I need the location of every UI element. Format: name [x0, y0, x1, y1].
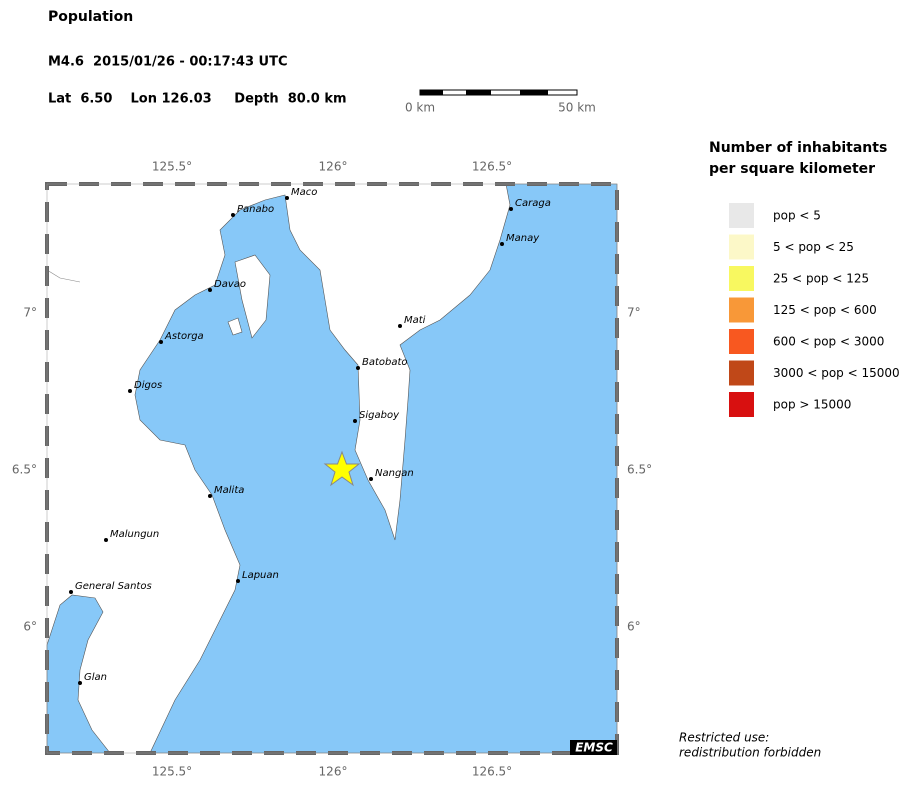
city-dot — [500, 242, 504, 246]
city-dot — [236, 579, 240, 583]
legend-swatch — [729, 329, 754, 354]
scale-end: 50 km — [558, 101, 596, 115]
legend-swatch — [729, 392, 754, 417]
legend: pop < 5 5 < pop < 25 25 < pop < 125 125 < p… — [729, 203, 900, 417]
legend-label: pop < 5 — [773, 209, 821, 223]
city-dot — [356, 366, 360, 370]
city-dot — [104, 538, 108, 542]
legend-swatch — [729, 234, 754, 260]
city-label: General Santos — [75, 581, 152, 592]
notice: redistribution forbidden — [679, 746, 821, 760]
scale-start: 0 km — [405, 101, 435, 115]
legend-title: per square kilometer — [709, 161, 875, 177]
legend-swatch — [729, 360, 754, 386]
city-dot — [69, 590, 73, 594]
island — [227, 317, 243, 336]
legend-label: 600 < pop < 3000 — [773, 335, 884, 349]
city-dot — [509, 207, 513, 211]
lon-label: 125.5° — [152, 765, 192, 779]
scale-bar: 0 km 50 km — [405, 89, 596, 115]
title: Population — [48, 9, 133, 25]
lon-label: 126.5° — [472, 765, 512, 779]
lon-label: 126° — [319, 160, 348, 174]
city-label: Digos — [134, 380, 162, 391]
city-label: Davao — [214, 279, 246, 290]
legend-label: 125 < pop < 600 — [773, 303, 877, 317]
lat-label: 7° — [627, 306, 641, 320]
city-dot — [128, 389, 132, 393]
lon-label: 126° — [319, 765, 348, 779]
scale-seg — [420, 90, 443, 95]
event: M4.6 2015/01/26 - 00:17:43 UTC — [48, 55, 287, 70]
lat-label: 7° — [23, 306, 37, 320]
legend-swatch — [729, 203, 754, 228]
axes: 125.5° 125.5° 126° 126° 126.5° 126.5° 7° 7° 6.5°… — [12, 160, 652, 779]
legend-swatch — [729, 266, 754, 291]
scale-seg — [520, 90, 548, 95]
city-dot — [285, 196, 289, 200]
city-label: Nangan — [375, 468, 414, 479]
legend-title: Number of inhabitants — [709, 140, 887, 156]
lon-label: 126.5° — [472, 160, 512, 174]
city-label: Mati — [404, 315, 426, 326]
notice: Restricted use: — [679, 731, 769, 745]
map: Maco Panabo Caraga Manay Davao Mati Astorga Bat… — [45, 182, 619, 755]
lat-label: 6.5° — [627, 463, 652, 477]
scale-frame — [419, 89, 578, 96]
legend-label: pop > 15000 — [773, 398, 851, 412]
city-dot — [231, 213, 235, 217]
city-label: Astorga — [164, 331, 204, 342]
legend-label: 25 < pop < 125 — [773, 272, 869, 286]
lon-label: 125.5° — [152, 160, 192, 174]
logo: EMSC — [575, 741, 613, 755]
city-dot — [353, 419, 357, 423]
city-label: Batobato — [362, 357, 408, 368]
location: Lat 6.50 Lon 126.03 Depth 80.0 km — [48, 92, 347, 107]
frame-line — [46, 183, 618, 754]
city-label: Sigaboy — [359, 410, 400, 421]
legend-swatch — [729, 297, 754, 323]
city-dot — [208, 288, 212, 292]
city-dot — [398, 324, 402, 328]
scale-seg — [466, 90, 491, 95]
legend-label: 3000 < pop < 15000 — [773, 366, 900, 380]
logo-bg — [570, 740, 617, 755]
city-label: Malita — [214, 485, 244, 496]
city-label: Glan — [84, 672, 107, 683]
lat-label: 6.5° — [12, 463, 37, 477]
city-dot — [159, 340, 163, 344]
city-dot — [78, 681, 82, 685]
city-label: Malungun — [110, 529, 159, 540]
epicenter — [323, 450, 361, 487]
border — [46, 269, 81, 283]
lat-label: 6° — [23, 620, 37, 634]
cities: Maco Panabo Caraga Manay Davao Mati Astorga Bat… — [69, 187, 551, 685]
city-label: Manay — [506, 233, 540, 244]
city-dot — [369, 477, 373, 481]
lat-label: 6° — [627, 620, 641, 634]
city-label: Panabo — [237, 204, 274, 215]
city-dot — [208, 494, 212, 498]
city-label: Lapuan — [242, 570, 279, 581]
city-label: Caraga — [515, 198, 551, 209]
city-label: Maco — [291, 187, 317, 198]
island — [234, 254, 271, 339]
legend-label: 5 < pop < 25 — [773, 240, 854, 254]
